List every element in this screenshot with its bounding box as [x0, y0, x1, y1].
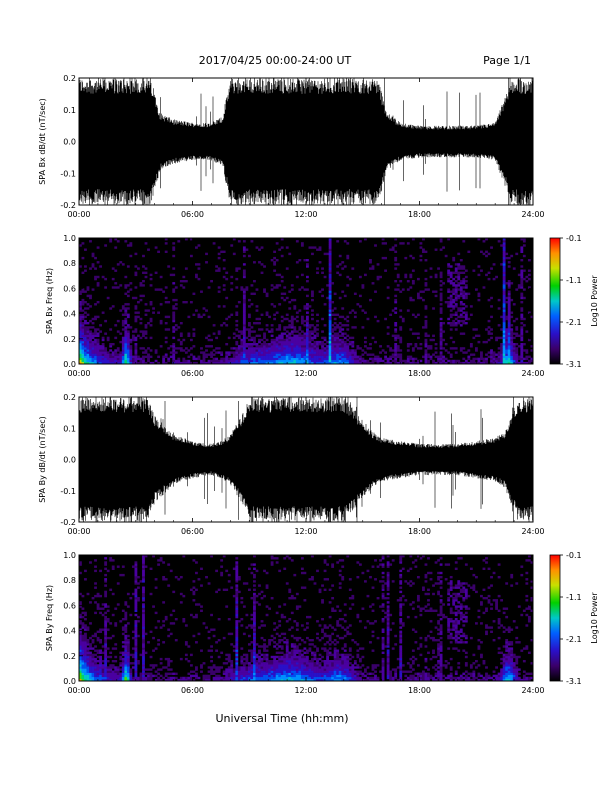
x-tick-label: 00:00 — [67, 210, 90, 219]
by-dbdt-ylabel: SPA By dB/dt (nT/sec) — [38, 416, 47, 503]
x-tick-label: 18:00 — [408, 686, 431, 695]
by-spectrogram-ylabel: SPA By Freq (Hz) — [45, 585, 54, 651]
by-dbdt-axes: 00:00 06:00 12:00 18:00 24:00 -0.2 -0.1 0.0 0.1 0… — [60, 393, 544, 536]
colorbar-tick-label: -2.1 — [566, 318, 582, 327]
x-tick-label: 24:00 — [521, 369, 544, 378]
page-title: 2017/04/25 00:00-24:00 UT — [199, 54, 352, 67]
x-tick-label: 24:00 — [521, 686, 544, 695]
bx-dbdt-panel: 00:00 06:00 12:00 18:00 24:00 -0.2 -0.1 0.0 0.1 0… — [38, 74, 545, 219]
y-tick-label: 0.1 — [63, 424, 76, 433]
bx-spectrogram-ylabel: SPA Bx Freq (Hz) — [45, 268, 54, 334]
y-tick-label: 0.1 — [63, 106, 76, 115]
y-tick-label: 0.2 — [63, 335, 76, 344]
by-colorbar-label: Log10 Power — [590, 592, 599, 644]
bx-spectrogram-panel: 00:00 06:00 12:00 18:00 24:00 0.0 0.2 0.4 0.6 0.8… — [45, 234, 599, 378]
x-tick-label: 18:00 — [408, 210, 431, 219]
by-spectrogram-axes: 00:00 06:00 12:00 18:00 24:00 0.0 0.2 0.4 0.6 0.8… — [63, 551, 544, 695]
x-tick-label: 06:00 — [181, 369, 204, 378]
bx-colorbar-label: Log10 Power — [590, 275, 599, 327]
x-tick-label: 06:00 — [181, 527, 204, 536]
y-tick-label: 0.4 — [63, 627, 76, 636]
y-tick-label: 0.2 — [63, 74, 76, 83]
y-tick-label: 0.0 — [63, 138, 76, 147]
colorbar-tick-label: -0.1 — [566, 234, 582, 243]
y-tick-label: 1.0 — [63, 234, 76, 243]
by-spectrogram-image — [79, 555, 533, 681]
x-tick-label: 06:00 — [181, 210, 204, 219]
x-tick-label: 24:00 — [521, 210, 544, 219]
bx-dbdt-axes: 00:00 06:00 12:00 18:00 24:00 -0.2 -0.1 0.0 0.1 0… — [60, 74, 544, 219]
bx-dbdt-trace — [79, 78, 533, 205]
y-tick-label: 0.8 — [63, 259, 76, 268]
y-tick-label: -0.2 — [60, 518, 76, 527]
by-colorbar: -0.1 -1.1 -2.1 -3.1 Log10 Power — [549, 551, 599, 686]
y-tick-label: 0.0 — [63, 456, 76, 465]
x-tick-label: 12:00 — [294, 527, 317, 536]
x-tick-label: 12:00 — [294, 210, 317, 219]
y-tick-label: -0.1 — [60, 487, 76, 496]
y-tick-label: 0.4 — [63, 310, 76, 319]
x-tick-label: 12:00 — [294, 369, 317, 378]
x-tick-label: 18:00 — [408, 527, 431, 536]
y-tick-label: 0.0 — [63, 677, 76, 686]
y-tick-label: 0.2 — [63, 652, 76, 661]
bx-dbdt-ylabel: SPA Bx dB/dt (nT/sec) — [38, 98, 47, 185]
x-tick-label: 12:00 — [294, 686, 317, 695]
y-tick-label: 0.2 — [63, 393, 76, 402]
by-dbdt-trace — [79, 397, 533, 522]
colorbar-tick-label: -1.1 — [566, 276, 582, 285]
bx-spectrogram-axes: 00:00 06:00 12:00 18:00 24:00 0.0 0.2 0.4 0.6 0.8… — [63, 234, 544, 378]
y-tick-label: 0.0 — [63, 360, 76, 369]
bx-colorbar: -0.1 -1.1 -2.1 -3.1 Log10 Power — [549, 234, 599, 369]
y-tick-label: 1.0 — [63, 551, 76, 560]
x-tick-label: 00:00 — [67, 369, 90, 378]
page-number: Page 1/1 — [483, 54, 531, 67]
x-tick-label: 00:00 — [67, 527, 90, 536]
x-tick-label: 24:00 — [521, 527, 544, 536]
x-tick-label: 06:00 — [181, 686, 204, 695]
bx-spectrogram-image — [79, 238, 533, 364]
y-tick-label: -0.2 — [60, 201, 76, 210]
x-tick-label: 00:00 — [67, 686, 90, 695]
x-tick-label: 18:00 — [408, 369, 431, 378]
colorbar-tick-label: -3.1 — [566, 677, 582, 686]
colorbar-tick-label: -0.1 — [566, 551, 582, 560]
by-dbdt-panel: 00:00 06:00 12:00 18:00 24:00 -0.2 -0.1 0.0 0.1 0… — [38, 393, 545, 536]
y-tick-label: 0.6 — [63, 284, 76, 293]
x-axis-title: Universal Time (hh:mm) — [216, 712, 349, 725]
y-tick-label: 0.8 — [63, 576, 76, 585]
colorbar-tick-label: -1.1 — [566, 593, 582, 602]
colorbar-tick-label: -3.1 — [566, 360, 582, 369]
by-spectrogram-panel: 00:00 06:00 12:00 18:00 24:00 0.0 0.2 0.4 0.6 0.8… — [45, 551, 599, 695]
colorbar-tick-label: -2.1 — [566, 635, 582, 644]
y-tick-label: 0.6 — [63, 601, 76, 610]
y-tick-label: -0.1 — [60, 169, 76, 178]
